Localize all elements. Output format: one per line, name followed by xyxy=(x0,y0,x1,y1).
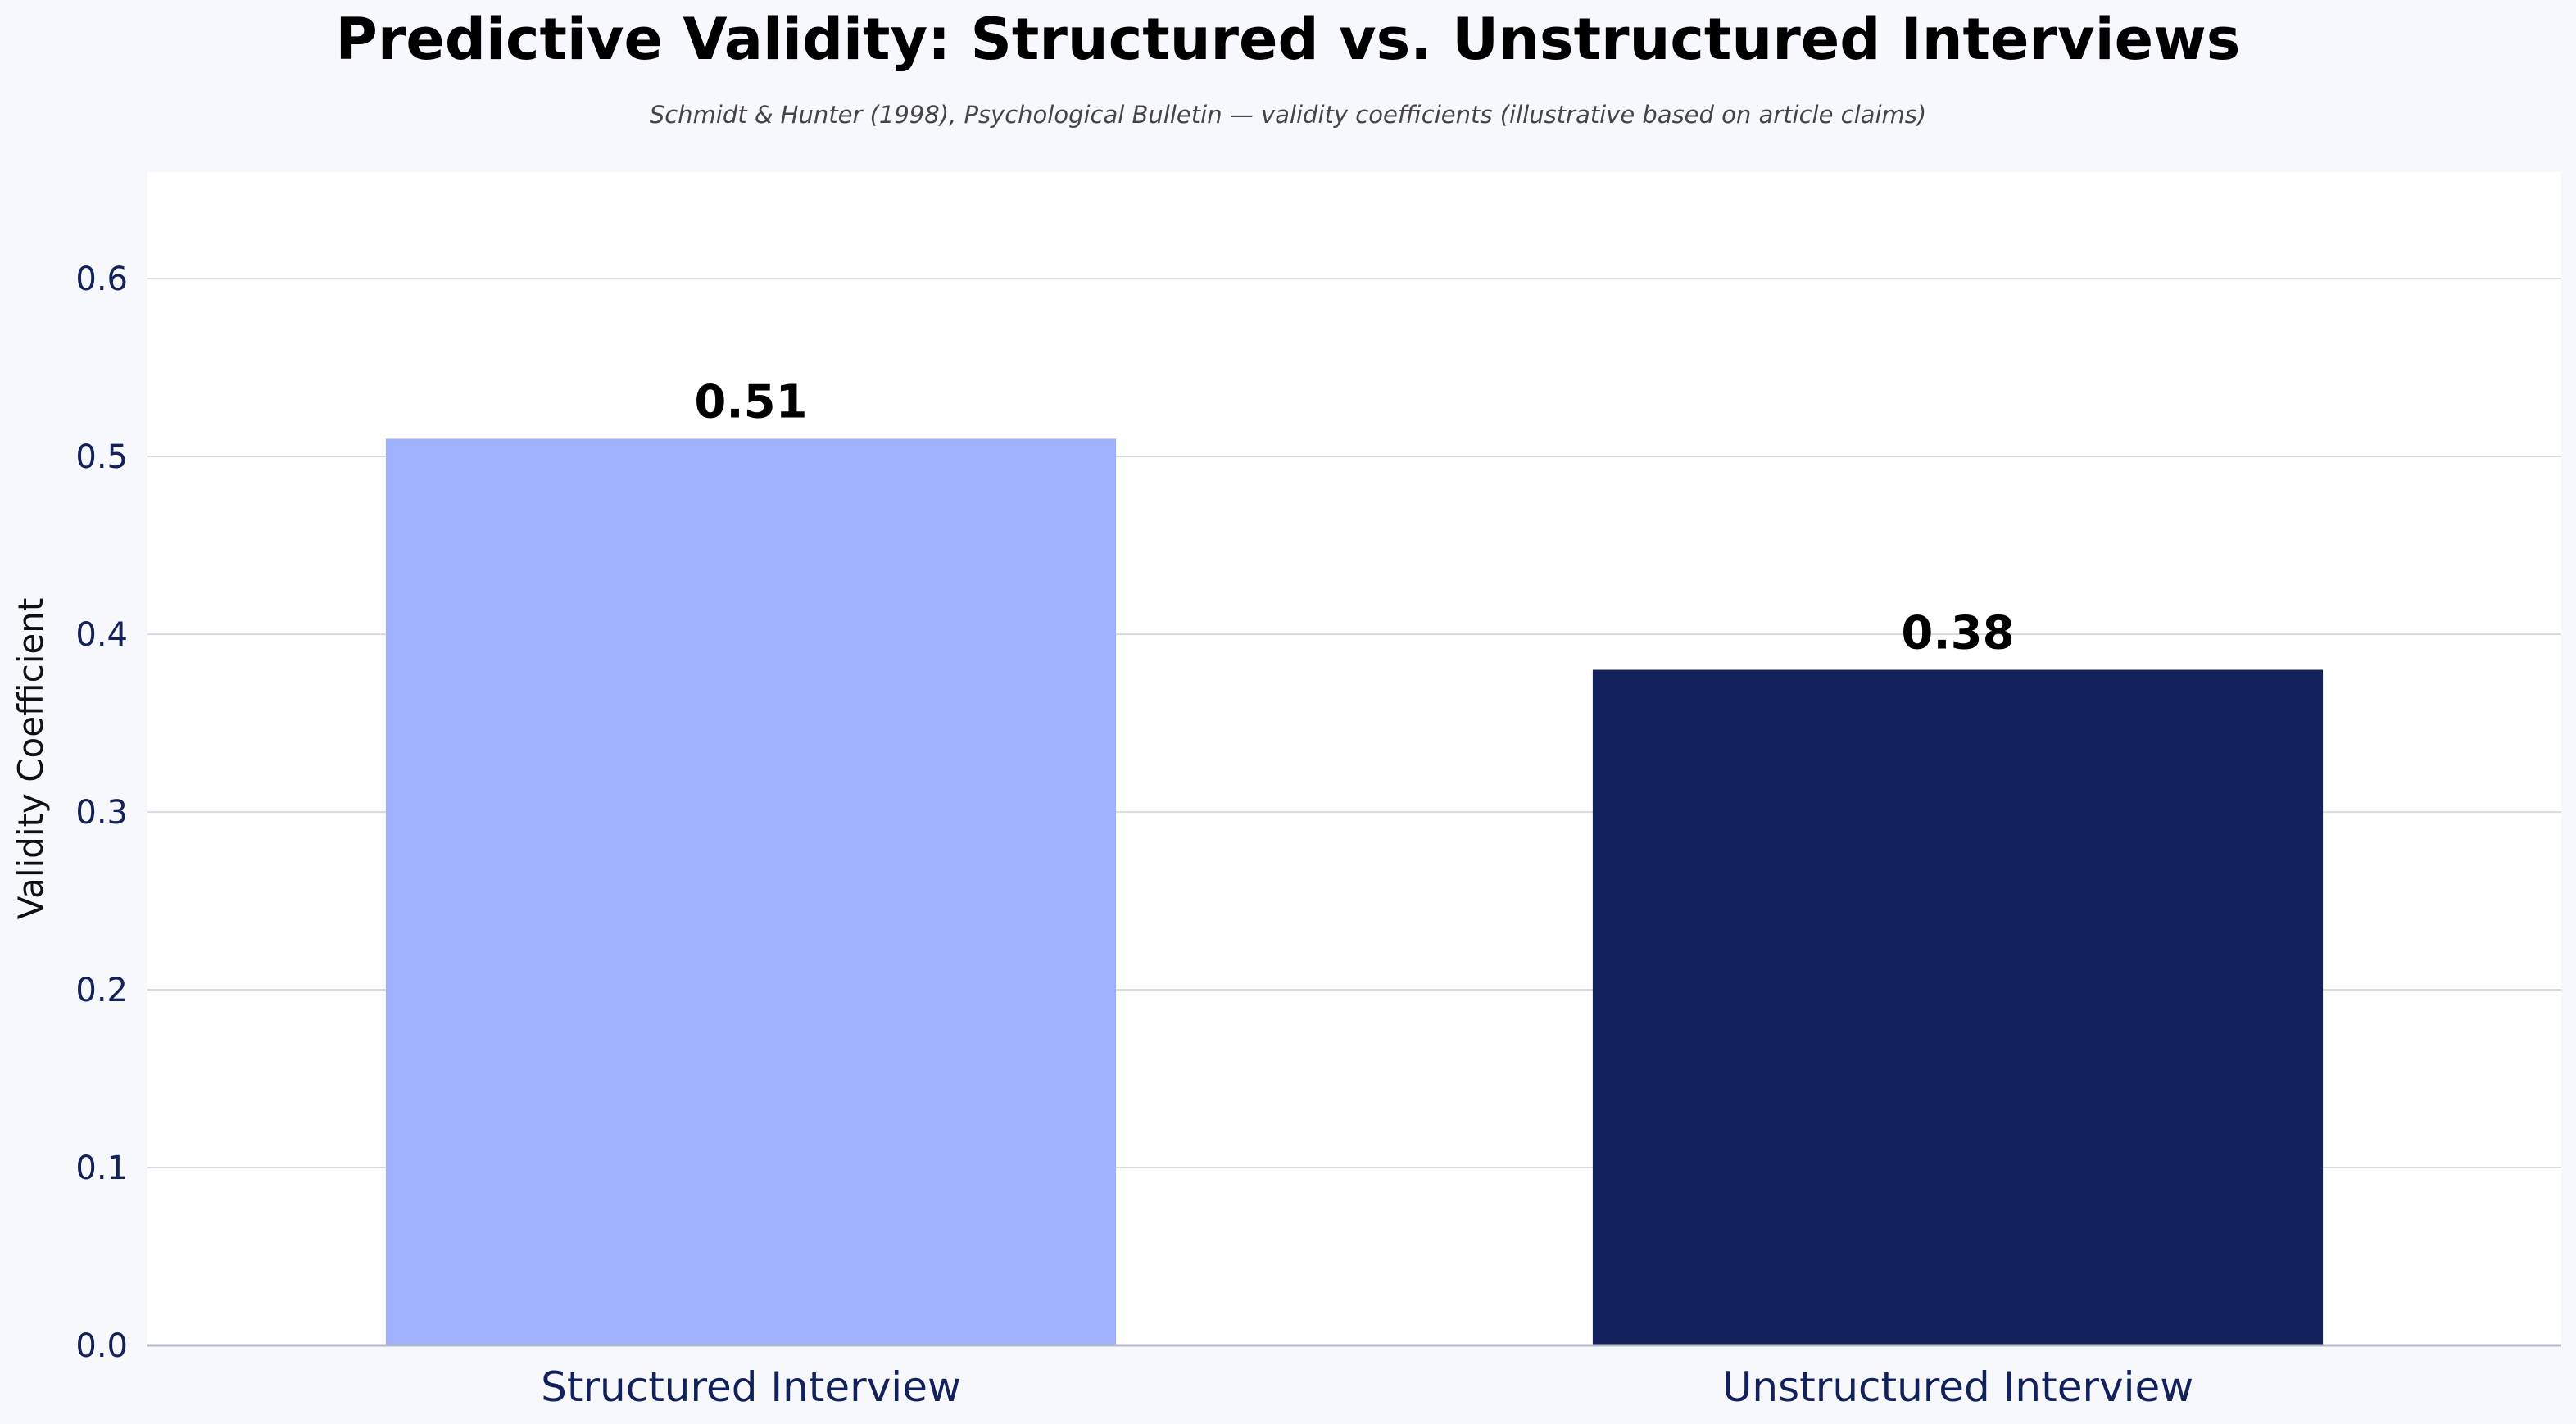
y-tick-label: 0.5 xyxy=(75,438,128,476)
y-tick-label: 0.4 xyxy=(75,616,128,654)
y-axis-label: Validity Coefficient xyxy=(11,598,51,920)
y-tick-label: 0.6 xyxy=(75,261,128,298)
y-tick-label: 0.1 xyxy=(75,1150,128,1187)
x-tick-label: Unstructured Interview xyxy=(1722,1363,2193,1411)
data-label: 0.38 xyxy=(1901,607,2014,660)
y-tick-label: 0.2 xyxy=(75,972,128,1009)
chart-subtitle: Schmidt & Hunter (1998), Psychological B… xyxy=(650,101,1926,129)
y-axis-ticks: 0.0 0.1 0.2 0.3 0.4 0.5 0.6 xyxy=(75,261,128,1365)
y-tick-label: 0.3 xyxy=(75,794,128,832)
chart-title: Predictive Validity: Structured vs. Unst… xyxy=(336,6,2241,73)
x-axis-ticks: Structured Interview Unstructured Intervi… xyxy=(541,1363,2193,1411)
bar-unstructured-interview xyxy=(1592,669,2324,1345)
bars xyxy=(385,438,2324,1345)
bar-structured-interview xyxy=(385,438,1117,1345)
data-label: 0.51 xyxy=(694,375,807,429)
data-labels: 0.51 0.38 xyxy=(694,375,2014,660)
y-tick-label: 0.0 xyxy=(75,1327,128,1365)
x-tick-label: Structured Interview xyxy=(541,1363,961,1411)
